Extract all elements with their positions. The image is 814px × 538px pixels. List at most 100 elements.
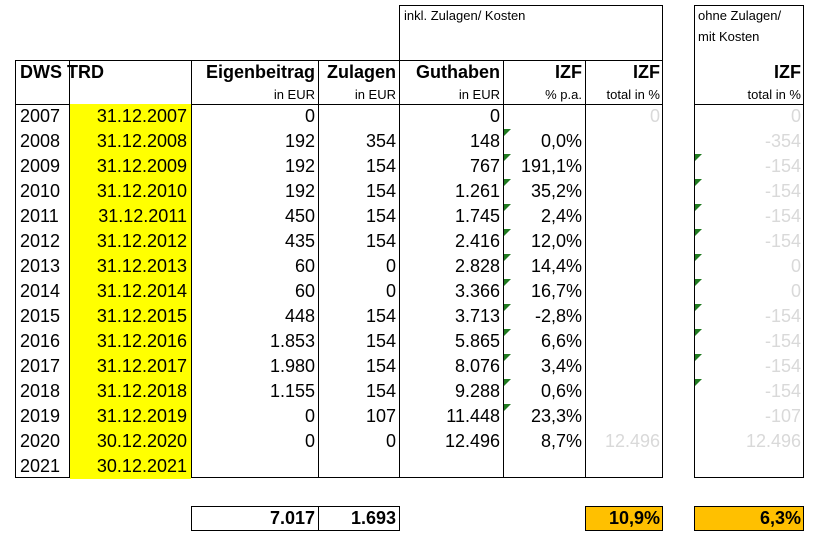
row-izf-total [586, 329, 660, 354]
row-zulagen [319, 454, 396, 479]
row-izf-total [586, 404, 660, 429]
row-guthaben [400, 454, 500, 479]
row-eigenbeitrag [192, 454, 315, 479]
row-eigenbeitrag: 1.155 [269, 381, 315, 401]
row-izf-total [586, 129, 660, 154]
row-zulagen [319, 104, 396, 129]
row-eigenbeitrag: 0 [304, 406, 315, 426]
row-guthaben: 1.745 [454, 206, 500, 226]
row-guthaben: 9.288 [454, 381, 500, 401]
row-eigenbeitrag: 192 [284, 131, 315, 151]
date-highlight [70, 254, 191, 279]
col-sep [503, 60, 504, 478]
row-zulagen: 0 [385, 256, 396, 276]
row-izf-pa [504, 454, 582, 479]
date-highlight [70, 104, 191, 129]
row-zulagen: 354 [365, 131, 396, 151]
total-ohne-cell [694, 506, 804, 531]
row-eigenbeitrag: 192 [284, 156, 315, 176]
row-year: 2019 [20, 406, 61, 426]
row-year: 2021 [20, 456, 61, 476]
unit-eigenbeitrag: in EUR [273, 87, 315, 102]
comment-marker-icon [504, 404, 511, 411]
row-date: 30.12.2021 [96, 456, 187, 476]
row-izf-total [586, 154, 660, 179]
row-izf-pa: 23,3% [530, 406, 582, 426]
comment-marker-icon [504, 204, 511, 211]
row-izf-ohne: 0 [790, 281, 801, 301]
row-guthaben: 0 [489, 106, 500, 126]
row-date: 31.12.2007 [96, 106, 187, 126]
row-izf-ohne: -154 [764, 206, 801, 226]
total-zulagen: 1.693 [350, 508, 396, 528]
row-eigenbeitrag: 60 [294, 256, 315, 276]
comment-marker-icon [695, 329, 702, 336]
col-header-izf-ohne: IZF [774, 62, 801, 82]
row-year: 2015 [20, 306, 61, 326]
row-year: 2017 [20, 356, 61, 376]
row-izf-total [586, 379, 660, 404]
row-eigenbeitrag: 60 [294, 281, 315, 301]
unit-izf-total: total in % [606, 87, 660, 102]
row-izf-ohne: -354 [764, 131, 801, 151]
date-highlight [70, 404, 191, 429]
col-sep [318, 60, 319, 478]
row-date: 31.12.2019 [96, 406, 187, 426]
row-izf-pa: 16,7% [530, 281, 582, 301]
row-izf-pa: -2,8% [534, 306, 582, 326]
row-izf-ohne: -154 [764, 331, 801, 351]
comment-marker-icon [504, 279, 511, 286]
row-date: 31.12.2011 [98, 206, 187, 226]
unit-guthaben: in EUR [458, 87, 500, 102]
comment-marker-icon [504, 154, 511, 161]
col-header-izf-pa: IZF [555, 62, 582, 82]
row-izf-total [586, 279, 660, 304]
incl-header-frame [399, 5, 663, 61]
comment-marker-icon [695, 279, 702, 286]
row-year: 2011 [20, 206, 59, 226]
row-year: 2016 [20, 331, 61, 351]
row-date: 31.12.2016 [96, 331, 187, 351]
row-date: 31.12.2014 [96, 281, 187, 301]
comment-marker-icon [695, 204, 702, 211]
date-highlight [70, 329, 191, 354]
row-izf-pa: 14,4% [530, 256, 582, 276]
row-year: 2018 [20, 381, 61, 401]
row-izf-ohne: -154 [764, 306, 801, 326]
comment-marker-icon [504, 354, 511, 361]
row-izf-total: 0 [649, 106, 660, 126]
col-sep [585, 60, 586, 478]
row-izf-ohne: 12.496 [745, 431, 801, 451]
row-izf-total [586, 354, 660, 379]
date-highlight [70, 204, 191, 229]
comment-marker-icon [695, 304, 702, 311]
row-izf-pa: 35,2% [530, 181, 582, 201]
row-izf-pa: 2,4% [540, 206, 582, 226]
ohne-header-line2: mit Kosten [698, 29, 760, 44]
row-eigenbeitrag: 192 [284, 181, 315, 201]
row-year: 2010 [20, 181, 61, 201]
col-header-eigenbeitrag: Eigenbeitrag [205, 62, 315, 82]
row-date: 31.12.2015 [96, 306, 187, 326]
row-eigenbeitrag: 1.853 [269, 331, 315, 351]
date-highlight [70, 229, 191, 254]
unit-izf-pa: % p.a. [545, 87, 582, 102]
date-highlight [70, 179, 191, 204]
comment-marker-icon [504, 129, 511, 136]
table-title: DWS TRD [20, 62, 104, 82]
col-header-zulagen: Zulagen [326, 62, 396, 82]
row-year: 2012 [20, 231, 61, 251]
row-eigenbeitrag: 1.980 [269, 356, 315, 376]
row-eigenbeitrag: 0 [304, 431, 315, 451]
row-date: 31.12.2008 [96, 131, 187, 151]
ohne-header-line1: ohne Zulagen/ [698, 8, 782, 23]
row-zulagen: 107 [365, 406, 396, 426]
date-highlight [70, 279, 191, 304]
col-sep [191, 60, 192, 478]
row-guthaben: 8.076 [454, 356, 500, 376]
col-header-izf-total: IZF [633, 62, 660, 82]
row-date: 30.12.2020 [96, 431, 187, 451]
row-date: 31.12.2017 [96, 356, 187, 376]
row-guthaben: 767 [469, 156, 500, 176]
row-date: 31.12.2018 [96, 381, 187, 401]
